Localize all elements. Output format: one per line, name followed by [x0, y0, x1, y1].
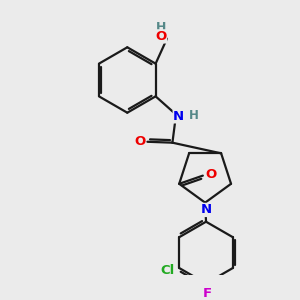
- Text: O: O: [155, 30, 167, 43]
- Text: H: H: [156, 21, 166, 34]
- Text: H: H: [188, 109, 198, 122]
- Text: O: O: [134, 135, 145, 148]
- Text: N: N: [200, 203, 211, 216]
- Text: O: O: [205, 168, 216, 181]
- Text: N: N: [173, 110, 184, 123]
- Text: Cl: Cl: [160, 264, 175, 277]
- Text: F: F: [202, 287, 211, 300]
